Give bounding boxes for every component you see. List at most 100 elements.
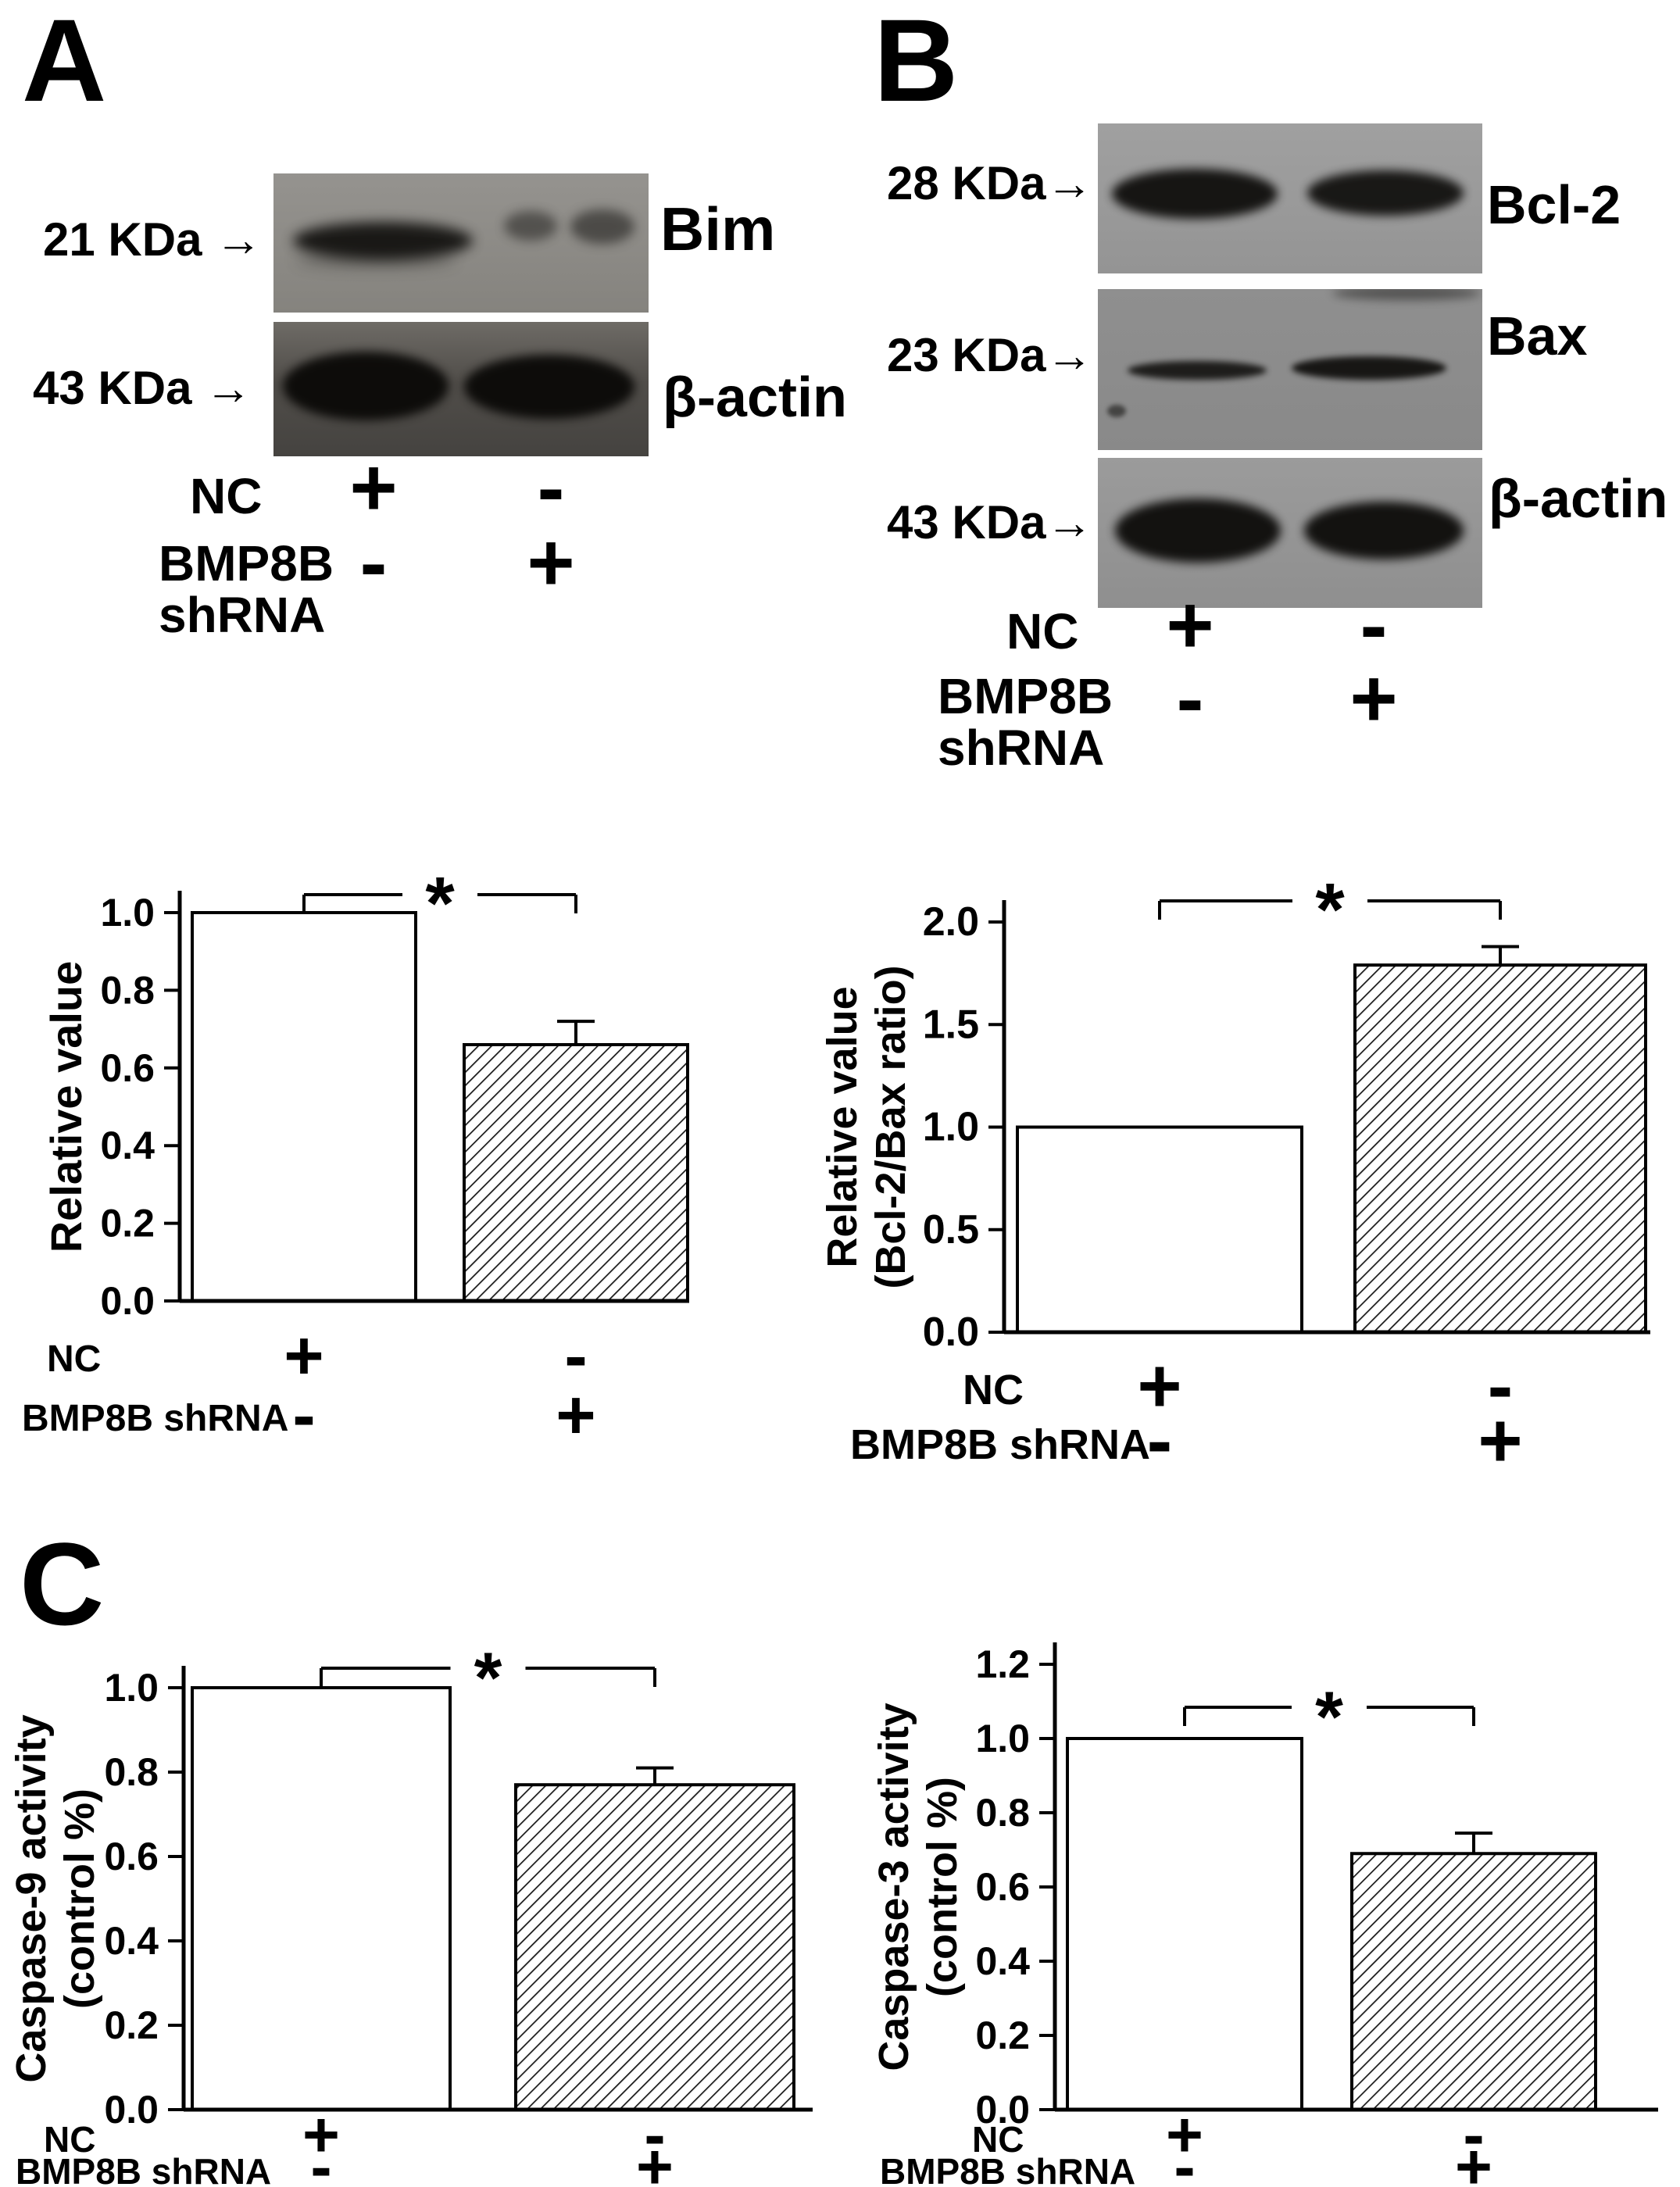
actin-b-band-nc [1115, 499, 1281, 563]
svg-text:-: - [1147, 1397, 1173, 1473]
svg-text:+: + [636, 2132, 674, 2187]
svg-text:-: - [1463, 2099, 1484, 2171]
svg-text:0.4: 0.4 [104, 1919, 159, 1963]
svg-text:-: - [564, 1317, 587, 1394]
svg-text:NC: NC [47, 1338, 101, 1380]
bim-band-nc [293, 222, 473, 259]
panel-b-shrna-label-line2: shRNA [938, 720, 1105, 776]
panel-a-shrna-label-line2: shRNA [159, 587, 326, 643]
panel-a-letter: A [22, 0, 107, 126]
panel-b-nc-lane2-symbol: - [1360, 580, 1388, 671]
panel-a-nc-label: NC [190, 468, 263, 524]
svg-text:0.2: 0.2 [975, 2014, 1030, 2057]
bcl2-blot-image [1098, 123, 1482, 273]
svg-text:0.0: 0.0 [975, 2088, 1030, 2132]
svg-text:+: + [302, 2099, 340, 2171]
svg-text:1.0: 1.0 [100, 891, 155, 934]
svg-text:(control %): (control %) [56, 1789, 103, 2009]
svg-text:0.0: 0.0 [923, 1310, 979, 1355]
bim-protein-label: Bim [660, 195, 776, 263]
svg-text:0.8: 0.8 [975, 1791, 1030, 1835]
panel-a-shrna-lane1-symbol: - [359, 517, 388, 609]
svg-text:+: + [1166, 2099, 1203, 2171]
bim-size-label: 21 KDa → [43, 213, 263, 266]
svg-text:0.0: 0.0 [100, 1279, 155, 1323]
bax-blot-image [1098, 289, 1482, 450]
svg-text:2.0: 2.0 [923, 899, 979, 945]
svg-text:Relative value: Relative value [41, 961, 91, 1253]
actin-a-size-label: 43 KDa → [33, 362, 252, 414]
svg-text:0.2: 0.2 [100, 1202, 155, 1245]
panel-b-shrna-lane1-symbol: - [1176, 653, 1204, 745]
bim-band-shrna-1 [504, 211, 557, 241]
svg-text:+: + [556, 1376, 595, 1453]
svg-text:-: - [1174, 2132, 1195, 2187]
actin-b-size-label: 43 KDa→ [887, 496, 1093, 549]
svg-text:NC: NC [972, 2119, 1024, 2160]
bax-speck [1107, 405, 1126, 417]
svg-text:0.4: 0.4 [100, 1124, 155, 1167]
actin-b-band-shrna [1304, 502, 1464, 559]
chart-caspase-9-activity: 0.0 0.2 0.4 0.6 0.8 1.0 Caspase-9 activity (con… [8, 1633, 836, 2187]
svg-text:1.2: 1.2 [975, 1642, 1030, 1686]
svg-text:*: * [1315, 1678, 1343, 1757]
actin-b-blot-image [1098, 458, 1482, 608]
svg-text:0.0: 0.0 [104, 2088, 159, 2132]
bim-band-shrna-2 [570, 209, 634, 244]
bax-size-label: 23 KDa→ [887, 329, 1093, 381]
svg-text:-: - [310, 2132, 331, 2187]
svg-text:0.8: 0.8 [104, 1750, 159, 1794]
svg-text:0.6: 0.6 [975, 1865, 1030, 1909]
chart-caspase-3-activity: 0.0 0.2 0.4 0.6 0.8 1.0 1.2 Caspase-3 activity(… [867, 1633, 1680, 2187]
svg-text:*: * [474, 1638, 502, 1718]
svg-text:0.8: 0.8 [100, 968, 155, 1012]
svg-text:+: + [284, 1317, 323, 1394]
bcl2-protein-label: Bcl-2 [1487, 174, 1621, 235]
svg-text:0.6: 0.6 [100, 1046, 155, 1090]
svg-text:(control %): (control %) [919, 1777, 966, 1997]
bax-band-shrna [1292, 356, 1446, 380]
actin-b-protein-label: β-actin [1489, 468, 1668, 529]
svg-text:-: - [644, 2099, 665, 2171]
bcl2-size-label: 28 KDa→ [887, 157, 1093, 209]
svg-text:BMP8B shRNA: BMP8B shRNA [850, 1421, 1150, 1468]
bax-band-nc [1128, 361, 1267, 380]
panel-a-shrna-label-line1: BMP8B [159, 535, 334, 591]
svg-text:0.4: 0.4 [975, 1939, 1030, 1983]
svg-text:0.5: 0.5 [923, 1207, 979, 1253]
chart-bim-relative-value: 0.0 0.2 0.4 0.6 0.8 1.0 Relative value * NC + - BMP… [16, 871, 781, 1473]
svg-text:-: - [1488, 1342, 1514, 1428]
bax-smudge-top [1332, 289, 1481, 300]
panel-b-shrna-lane2-symbol: + [1349, 653, 1398, 745]
svg-text:+: + [1455, 2132, 1492, 2187]
bcl2-band-nc [1112, 169, 1278, 219]
chart-bcl2-bax-ratio: 0.0 0.5 1.0 1.5 2.0 Relative value (Bcl-2/Bax … [813, 871, 1680, 1473]
bim-band-nc-smear [295, 252, 456, 267]
panel-b-shrna-label-line1: BMP8B [938, 668, 1113, 724]
svg-text:*: * [425, 871, 455, 945]
svg-text:BMP8B shRNA: BMP8B shRNA [880, 2151, 1135, 2187]
panel-a-nc-lane2-symbol: - [537, 442, 565, 534]
bcl2-band-shrna [1307, 170, 1464, 216]
actin-a-protein-label: β-actin [663, 366, 847, 429]
bax-protein-label: Bax [1487, 306, 1588, 366]
svg-text:Caspase-3 activity: Caspase-3 activity [870, 1703, 917, 2071]
svg-text:*: * [1315, 871, 1345, 952]
panel-a-nc-lane1-symbol: + [349, 442, 398, 534]
actin-a-band-nc [283, 352, 449, 420]
bim-blot-image [273, 173, 649, 313]
actin-a-blot-image [273, 322, 649, 456]
svg-text:1.5: 1.5 [923, 1002, 979, 1047]
svg-text:NC: NC [963, 1367, 1024, 1413]
panel-b-nc-label: NC [1006, 603, 1079, 659]
svg-text:1.0: 1.0 [104, 1666, 159, 1710]
panel-b-nc-lane1-symbol: + [1166, 580, 1214, 671]
svg-text:+: + [1478, 1397, 1522, 1473]
svg-text:-: - [292, 1376, 315, 1453]
svg-text:Caspase-9 activity: Caspase-9 activity [8, 1714, 55, 2082]
svg-text:+: + [1137, 1342, 1181, 1428]
panel-b-letter: B [874, 0, 959, 126]
svg-text:NC: NC [44, 2119, 95, 2160]
svg-text:Relative value: Relative value [819, 986, 866, 1267]
